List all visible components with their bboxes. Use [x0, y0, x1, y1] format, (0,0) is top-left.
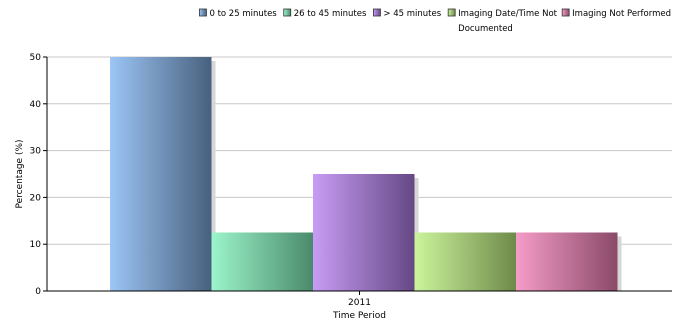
legend-item: > 45 minutes: [373, 8, 442, 19]
y-tick-label: 0: [35, 287, 41, 297]
axes: [43, 56, 672, 295]
legend-label: Imaging Date/Time Not: [458, 9, 557, 19]
y-tick-label: 10: [30, 240, 42, 250]
legend-swatch: [283, 8, 292, 17]
x-tick-label: 2011: [348, 298, 371, 308]
legend-label-line2: Documented: [458, 24, 513, 34]
bar: [110, 57, 212, 291]
legend-label: 26 to 45 minutes: [294, 9, 367, 19]
bar: [414, 232, 516, 291]
legend-label: > 45 minutes: [383, 9, 441, 19]
x-axis-title: Time Period: [332, 311, 386, 321]
y-tick-label: 30: [30, 147, 42, 157]
bar: [211, 232, 313, 291]
legend-item: Imaging Not Performed: [561, 8, 671, 19]
bar: [313, 174, 415, 291]
legend-label: 0 to 25 minutes: [209, 9, 277, 19]
legend-item: Imaging Date/Time Not Documented: [447, 8, 558, 34]
legend-swatch: [561, 8, 570, 17]
legend-item: 26 to 45 minutes: [283, 8, 367, 19]
y-axis-title: Percentage (%): [15, 139, 25, 208]
legend-item: 0 to 25 minutes: [199, 8, 277, 19]
bar: [516, 232, 618, 291]
legend-swatch: [373, 8, 381, 17]
labels: 0 10 20 30 40 50 2011 Time Period Percentage (%): [15, 53, 386, 321]
y-tick-label: 20: [30, 193, 42, 203]
legend-swatch: [447, 8, 456, 17]
legend-label: Imaging Not Performed: [572, 9, 671, 19]
bars: [110, 57, 622, 291]
legend: 0 to 25 minutes 26 to 45 minutes > 45 minu…: [199, 8, 671, 34]
legend-swatch: [199, 8, 207, 17]
y-tick-label: 40: [30, 100, 42, 110]
y-tick-label: 50: [30, 53, 42, 63]
